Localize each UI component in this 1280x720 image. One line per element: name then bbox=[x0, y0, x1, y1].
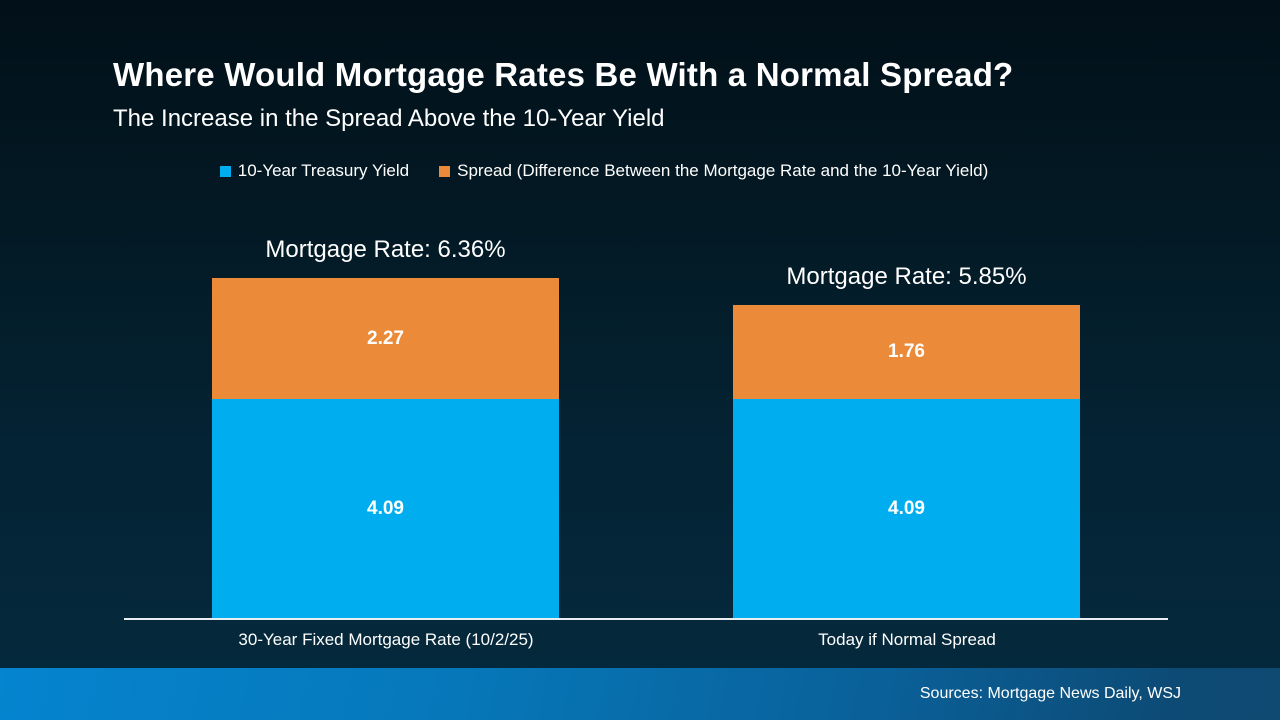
legend-swatch-blue-icon bbox=[219, 165, 231, 177]
bar-segment-spread: 2.27 bbox=[212, 278, 559, 399]
category-label-current: 30-Year Fixed Mortgage Rate (10/2/25) bbox=[238, 630, 534, 649]
chart-subtitle: The Increase in the Spread Above the 10-… bbox=[113, 105, 665, 132]
sources-text: Sources: Mortgage News Daily, WSJ bbox=[919, 685, 1181, 702]
legend-swatch-orange-icon bbox=[439, 165, 451, 177]
bar-total-label: Mortgage Rate: 6.36% bbox=[265, 236, 506, 263]
segment-value: 4.09 bbox=[367, 497, 404, 519]
segment-value: 4.09 bbox=[888, 497, 925, 519]
chart-title: Where Would Mortgage Rates Be With a Nor… bbox=[113, 56, 1014, 93]
legend: 10-Year Treasury Yield Spread (Differenc… bbox=[124, 161, 1084, 181]
bar-total-label: Mortgage Rate: 5.85% bbox=[786, 263, 1027, 290]
segment-value: 2.27 bbox=[367, 327, 404, 349]
legend-item-treasury-yield: 10-Year Treasury Yield bbox=[219, 161, 410, 181]
legend-label-spread: Spread (Difference Between the Mortgage … bbox=[457, 161, 989, 180]
footer-bar: Sources: Mortgage News Daily, WSJ bbox=[0, 668, 1280, 720]
bar-normal-spread-rate: Mortgage Rate: 5.85% 1.76 4.09 bbox=[733, 263, 1080, 618]
category-label-normal: Today if Normal Spread bbox=[818, 630, 996, 649]
legend-item-spread: Spread (Difference Between the Mortgage … bbox=[439, 161, 988, 181]
bar-current-mortgage-rate: Mortgage Rate: 6.36% 2.27 4.09 bbox=[212, 236, 559, 618]
segment-value: 1.76 bbox=[888, 341, 925, 362]
bar-segment-treasury-yield: 4.09 bbox=[212, 399, 559, 618]
legend-label-treasury-yield: 10-Year Treasury Yield bbox=[237, 161, 410, 180]
x-axis-line bbox=[124, 618, 1168, 620]
bar-segment-treasury-yield: 4.09 bbox=[733, 399, 1080, 618]
bar-segment-spread: 1.76 bbox=[733, 305, 1080, 399]
